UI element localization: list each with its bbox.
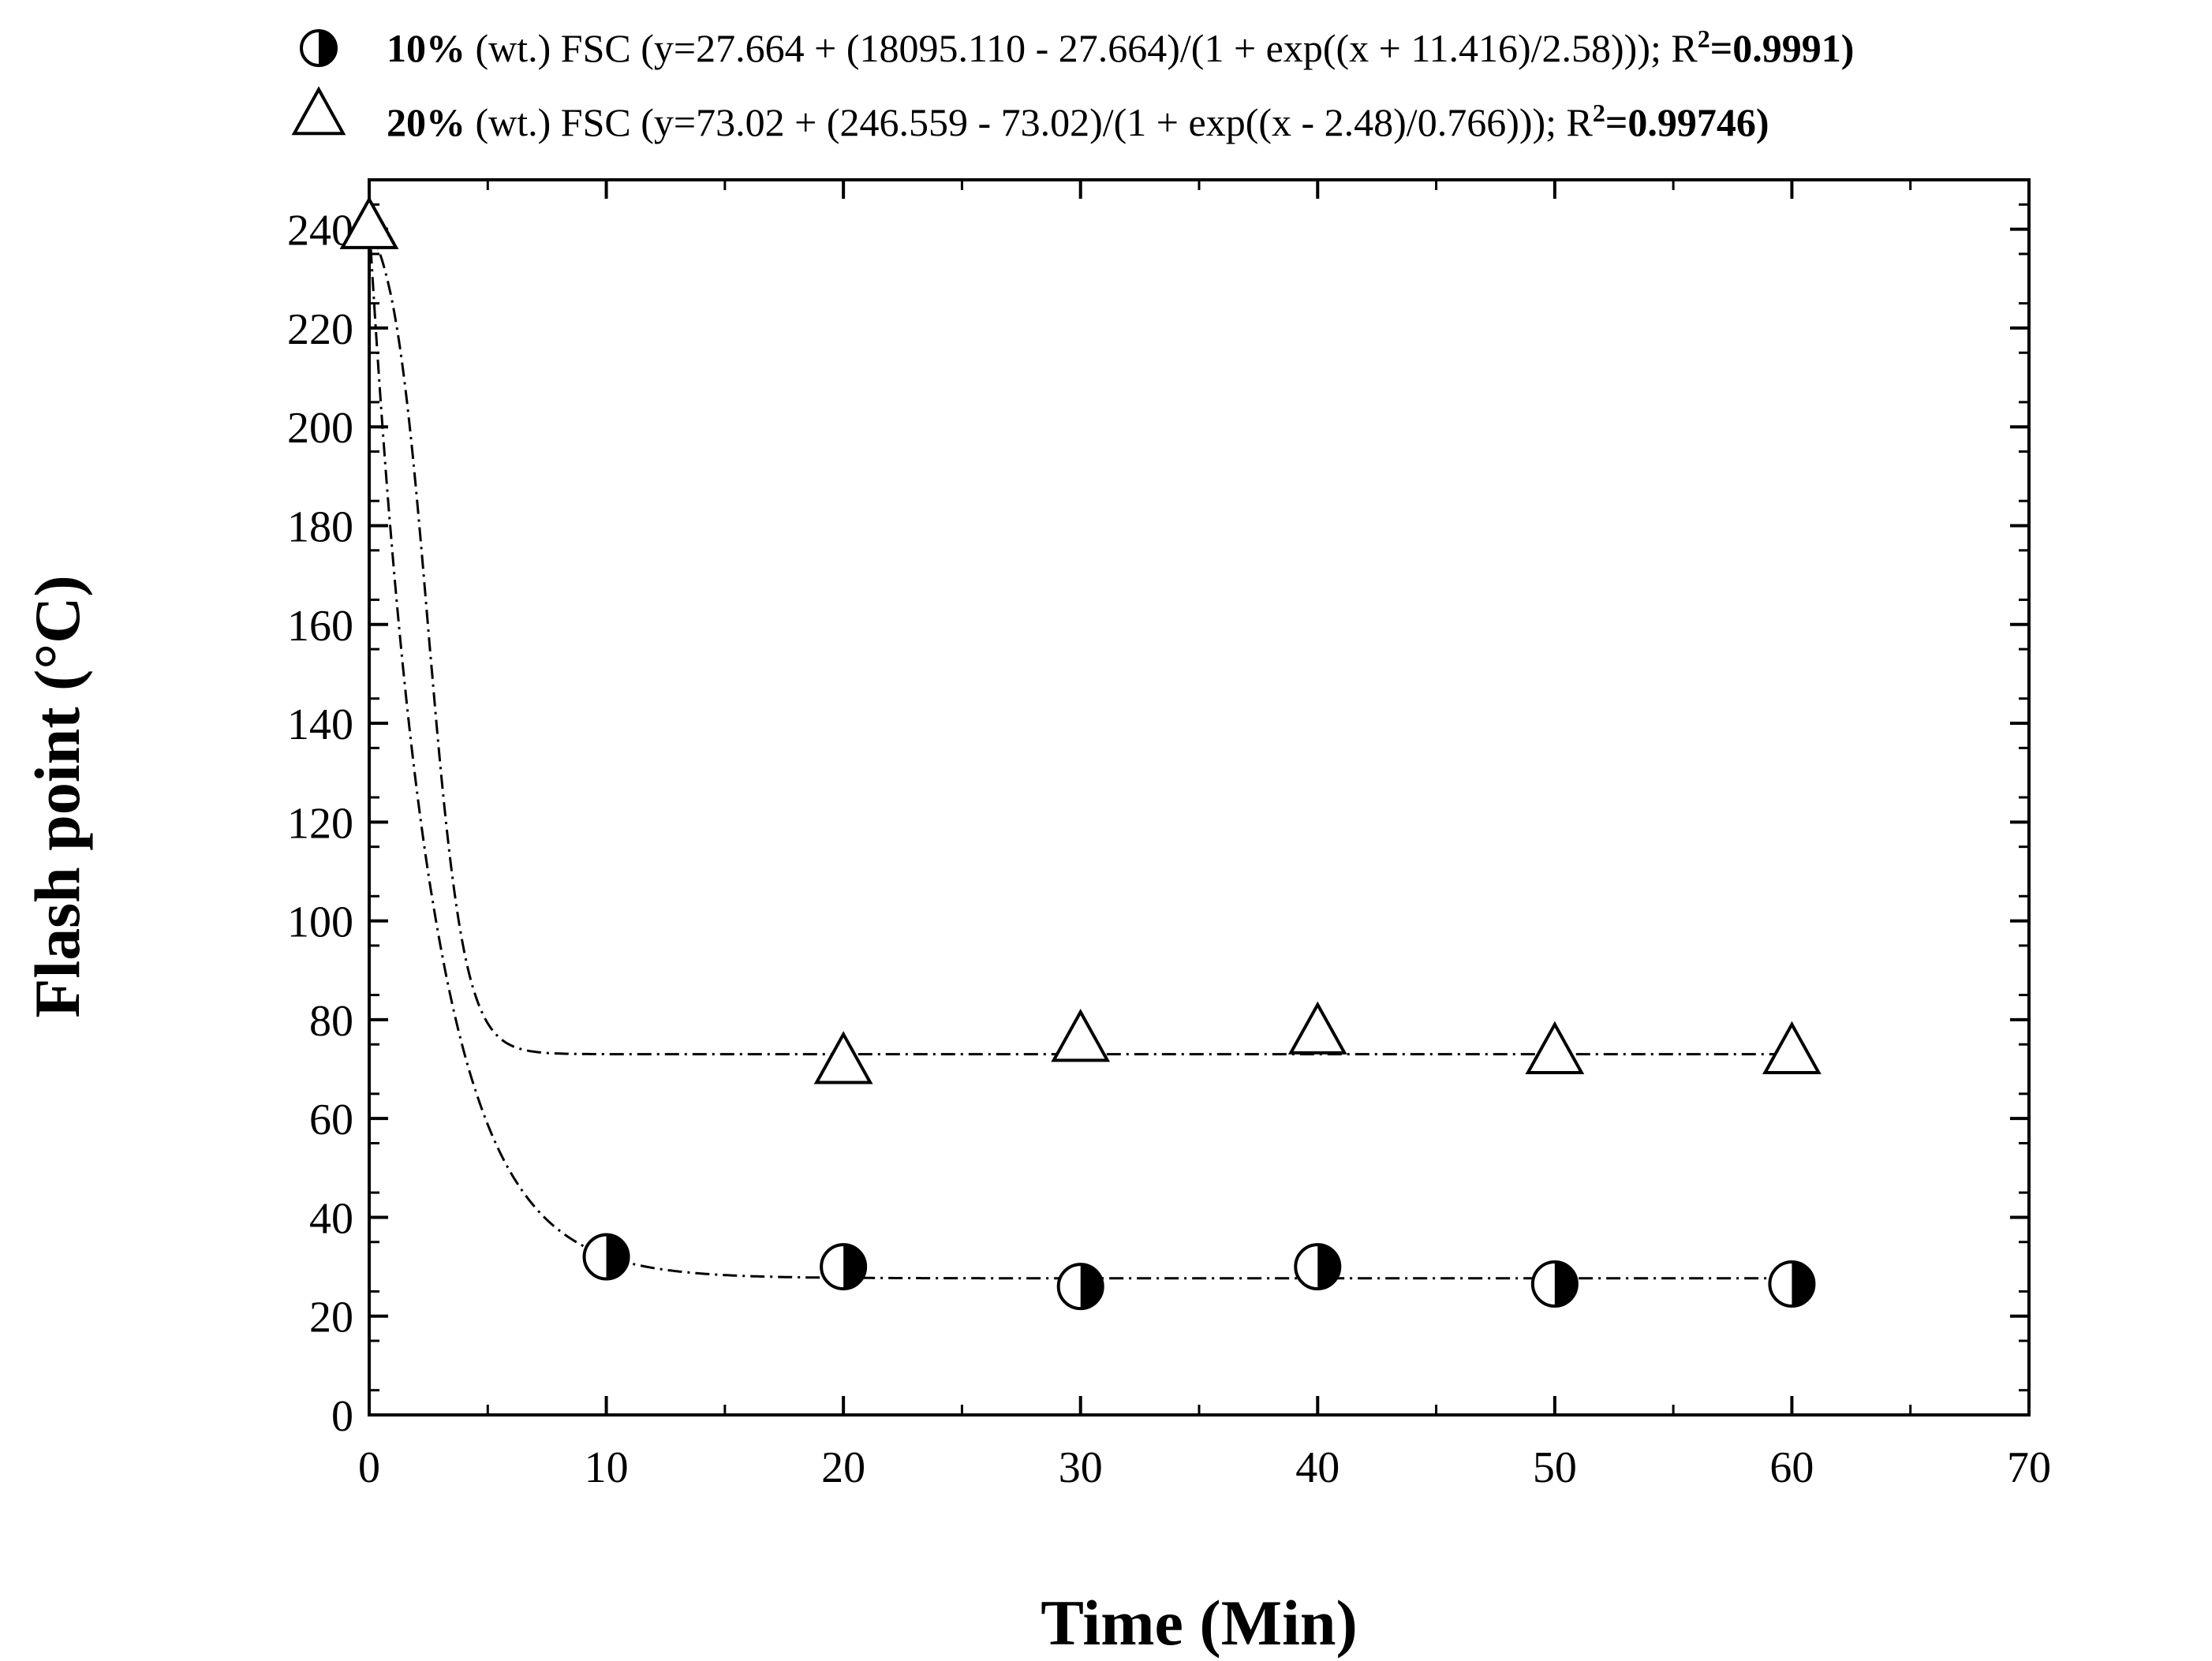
marker-fill bbox=[1080, 1264, 1103, 1309]
marker-fill bbox=[1554, 1262, 1577, 1307]
x-axis: 0 10 20 30 40 50 60 70 bbox=[358, 180, 2051, 1492]
legend-label-10pct-sup: 2 bbox=[1698, 24, 1710, 53]
data-point-10pct bbox=[1056, 1263, 1104, 1311]
x-tick-label: 0 bbox=[358, 1443, 380, 1492]
data-point-10pct bbox=[820, 1243, 868, 1291]
legend-entry-10pct: 10% (wt.) FSC (y=27.664 + (18095.110 - 2… bbox=[300, 24, 1854, 70]
y-tick-label: 140 bbox=[287, 700, 353, 749]
data-point-10pct bbox=[582, 1233, 630, 1281]
svg-text:20% (wt.) FSC (y=73.02 + (246.: 20% (wt.) FSC (y=73.02 + (246.559 - 73.0… bbox=[387, 99, 1769, 144]
x-tick-label: 20 bbox=[821, 1443, 865, 1492]
y-tick-label: 0 bbox=[331, 1392, 353, 1441]
y-tick-label: 80 bbox=[309, 997, 353, 1046]
plot-frame bbox=[368, 178, 2031, 1417]
data-point-20pct bbox=[813, 1031, 873, 1084]
data-point-20pct bbox=[1051, 1009, 1111, 1062]
x-tick-label: 40 bbox=[1295, 1443, 1340, 1492]
y-tick-label: 220 bbox=[287, 305, 353, 354]
legend-label-20pct-rest: (wt.) FSC (y=73.02 + (246.559 - 73.02)/(… bbox=[465, 100, 1594, 144]
data-point-10pct bbox=[1294, 1243, 1342, 1291]
triangle-icon bbox=[291, 86, 346, 136]
half-filled-circle-icon bbox=[300, 29, 338, 67]
legend-label-10pct-tail: =0.9991) bbox=[1710, 26, 1855, 70]
data-point-20pct bbox=[339, 196, 399, 249]
marker-fill bbox=[843, 1245, 866, 1290]
fit-lines bbox=[368, 222, 1792, 1280]
legend-marker-20pct bbox=[291, 86, 346, 136]
legend-label-20pct-main: 20% bbox=[387, 100, 465, 144]
x-tick-label: 50 bbox=[1533, 1443, 1577, 1492]
legend-marker-10pct bbox=[300, 29, 338, 67]
x-tick-label: 30 bbox=[1059, 1443, 1103, 1492]
y-axis-title: Flash point (°C) bbox=[21, 575, 93, 1017]
y-tick-label: 40 bbox=[309, 1194, 353, 1243]
legend-label-20pct-tail: =0.99746) bbox=[1605, 100, 1769, 144]
data-point-20pct bbox=[1762, 1021, 1822, 1074]
fit-curve-10pct bbox=[368, 222, 1792, 1280]
data-point-10pct bbox=[1530, 1260, 1579, 1308]
data-point-20pct bbox=[1525, 1021, 1585, 1074]
legend-label-10pct-rest: (wt.) FSC (y=27.664 + (18095.110 - 27.66… bbox=[465, 26, 1698, 70]
fit-curve-20pct bbox=[368, 228, 1792, 1056]
y-tick-label: 200 bbox=[287, 404, 353, 453]
y-tick-label: 160 bbox=[287, 602, 353, 651]
x-tick-label: 10 bbox=[585, 1443, 629, 1492]
data-point-10pct bbox=[1768, 1260, 1816, 1308]
y-tick-label: 20 bbox=[309, 1293, 353, 1342]
legend-label-10pct-main: 10% bbox=[387, 26, 465, 70]
data-markers bbox=[339, 196, 1822, 1311]
y-tick-label: 100 bbox=[287, 898, 353, 947]
marker-fill bbox=[319, 31, 336, 65]
x-tick-label: 60 bbox=[1769, 1443, 1814, 1492]
svg-text:10% (wt.) FSC (y=27.664 + (180: 10% (wt.) FSC (y=27.664 + (18095.110 - 2… bbox=[387, 24, 1854, 70]
x-axis-title: Time (Min) bbox=[1041, 1587, 1358, 1659]
y-tick-label: 120 bbox=[287, 799, 353, 848]
marker-fill bbox=[606, 1234, 629, 1279]
legend: 10% (wt.) FSC (y=27.664 + (18095.110 - 2… bbox=[291, 24, 1854, 144]
data-point-20pct bbox=[1287, 1001, 1347, 1054]
y-tick-label: 180 bbox=[287, 502, 353, 551]
legend-entry-20pct: 20% (wt.) FSC (y=73.02 + (246.559 - 73.0… bbox=[291, 86, 1769, 144]
legend-label-20pct-sup: 2 bbox=[1593, 99, 1605, 127]
marker-fill bbox=[1792, 1262, 1814, 1307]
y-tick-label: 60 bbox=[309, 1096, 353, 1144]
marker-fill bbox=[1317, 1245, 1340, 1290]
x-tick-label: 70 bbox=[2007, 1443, 2051, 1492]
